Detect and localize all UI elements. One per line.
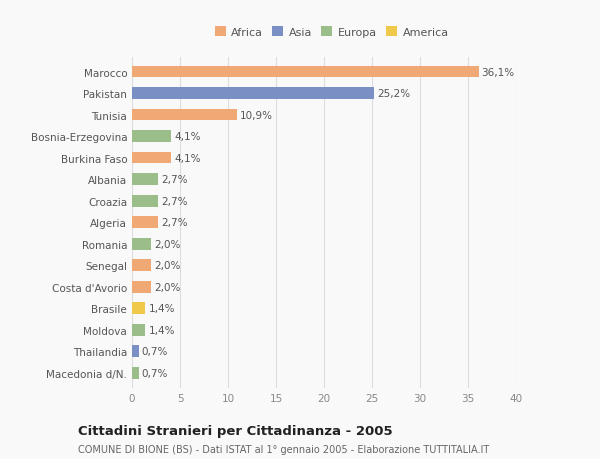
Bar xyxy=(132,346,139,357)
Bar xyxy=(132,281,151,293)
Bar xyxy=(132,88,374,100)
Text: 4,1%: 4,1% xyxy=(174,153,201,163)
Bar xyxy=(132,152,172,164)
Bar xyxy=(132,302,145,314)
Bar xyxy=(132,324,145,336)
Text: 2,7%: 2,7% xyxy=(161,196,187,206)
Text: 0,7%: 0,7% xyxy=(142,347,168,356)
Text: 36,1%: 36,1% xyxy=(481,67,515,78)
Text: 0,7%: 0,7% xyxy=(142,368,168,378)
Text: 10,9%: 10,9% xyxy=(239,110,272,120)
Bar xyxy=(132,67,479,78)
Text: 2,7%: 2,7% xyxy=(161,175,187,185)
Bar xyxy=(132,195,158,207)
Text: 4,1%: 4,1% xyxy=(174,132,201,142)
Bar xyxy=(132,367,139,379)
Text: 2,0%: 2,0% xyxy=(154,239,181,249)
Text: 2,0%: 2,0% xyxy=(154,261,181,270)
Text: 1,4%: 1,4% xyxy=(148,303,175,313)
Bar xyxy=(132,260,151,271)
Bar xyxy=(132,217,158,229)
Text: 2,0%: 2,0% xyxy=(154,282,181,292)
Legend: Africa, Asia, Europa, America: Africa, Asia, Europa, America xyxy=(212,25,451,40)
Bar xyxy=(132,109,236,121)
Bar xyxy=(132,131,172,143)
Text: 25,2%: 25,2% xyxy=(377,89,410,99)
Text: 2,7%: 2,7% xyxy=(161,218,187,228)
Text: Cittadini Stranieri per Cittadinanza - 2005: Cittadini Stranieri per Cittadinanza - 2… xyxy=(78,425,392,437)
Bar xyxy=(132,174,158,185)
Text: 1,4%: 1,4% xyxy=(148,325,175,335)
Text: COMUNE DI BIONE (BS) - Dati ISTAT al 1° gennaio 2005 - Elaborazione TUTTITALIA.I: COMUNE DI BIONE (BS) - Dati ISTAT al 1° … xyxy=(78,444,489,454)
Bar xyxy=(132,238,151,250)
